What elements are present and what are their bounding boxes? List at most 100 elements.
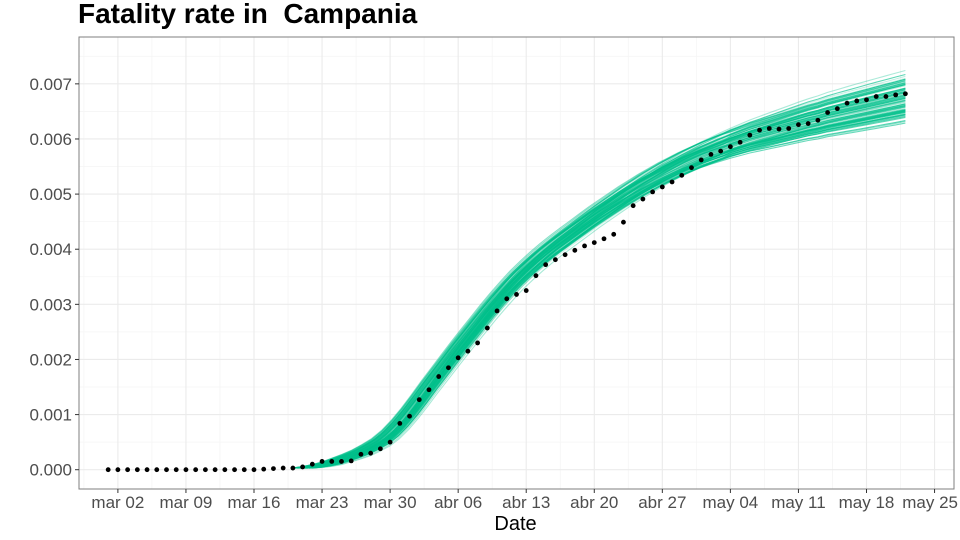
observed-point <box>202 467 208 473</box>
simulation-line <box>296 103 906 469</box>
observed-point <box>309 461 315 467</box>
observed-point <box>115 467 121 473</box>
x-tick-label: may 18 <box>839 493 895 512</box>
simulation-line <box>293 103 906 469</box>
x-tick-label: abr 20 <box>570 493 618 512</box>
simulation-line <box>306 103 906 469</box>
simulation-line <box>309 112 906 469</box>
observed-point <box>455 355 461 361</box>
observed-point <box>446 365 451 371</box>
y-tick-label: 0.004 <box>29 240 72 259</box>
simulation-line <box>307 79 906 469</box>
simulation-line <box>296 101 906 469</box>
simulation-line <box>301 91 906 469</box>
x-tick-label: may 11 <box>771 493 826 512</box>
y-tick-label: 0.001 <box>29 406 72 425</box>
simulation-line <box>300 122 906 469</box>
simulation-line <box>303 83 906 469</box>
x-axis-title: Date <box>494 513 536 535</box>
observed-point <box>134 467 140 473</box>
observed-point <box>504 296 510 302</box>
observed-point <box>280 465 286 471</box>
simulation-line <box>293 99 906 469</box>
observed-point <box>679 172 685 178</box>
observed-point <box>621 219 626 225</box>
simulation-line <box>306 99 906 469</box>
observed-point <box>514 292 519 297</box>
observed-point <box>523 288 529 293</box>
observed-point <box>815 117 821 123</box>
observed-point <box>154 467 160 473</box>
observed-point <box>377 446 383 452</box>
simulation-line <box>306 95 906 469</box>
observed-point <box>689 165 694 171</box>
observed-point <box>329 459 335 464</box>
x-tick-label: mar 16 <box>228 493 281 512</box>
simulation-line <box>303 73 906 469</box>
simulation-line <box>304 97 906 469</box>
observed-point <box>552 257 558 263</box>
observed-point <box>173 467 179 473</box>
simulation-line <box>298 94 906 469</box>
observed-point <box>465 348 471 354</box>
simulation-line <box>306 87 906 469</box>
y-tick-label: 0.006 <box>29 130 72 149</box>
observed-point <box>854 98 860 104</box>
observed-point <box>251 467 257 473</box>
observed-point <box>543 262 549 268</box>
panel-border <box>78 36 955 490</box>
observed-point <box>776 126 782 132</box>
simulation-line <box>304 99 906 469</box>
simulation-line <box>292 83 906 469</box>
observed-point <box>873 94 879 99</box>
observed-point <box>193 467 199 473</box>
observed-point <box>883 94 889 99</box>
x-tick-label: mar 09 <box>159 493 212 512</box>
observed-point <box>416 397 422 403</box>
observed-point <box>212 467 218 473</box>
y-tick-label: 0.005 <box>29 185 72 204</box>
simulation-line <box>307 75 906 469</box>
simulation-line <box>306 77 906 469</box>
observed-point <box>533 273 539 279</box>
simulation-line <box>297 101 906 469</box>
observed-point <box>805 121 811 126</box>
simulation-line <box>307 92 906 469</box>
simulation-line <box>306 82 906 469</box>
observed-point <box>591 240 597 246</box>
observed-point <box>484 325 490 331</box>
observed-point <box>407 413 412 419</box>
simulation-line <box>305 93 906 469</box>
y-tick-label: 0.003 <box>29 295 72 314</box>
simulation-line <box>293 103 906 469</box>
y-axis: 0.000 0.001 0.002 0.003 0.004 0.005 0.006 0.007 <box>29 75 79 480</box>
simulation-line <box>309 111 906 469</box>
observed-point <box>834 106 840 112</box>
observed-point <box>757 127 762 133</box>
x-tick-label: mar 23 <box>296 493 349 512</box>
observed-point <box>844 100 850 106</box>
simulation-line <box>297 90 906 469</box>
simulation-line <box>292 78 906 469</box>
observed-point <box>864 97 869 103</box>
x-tick-label: may 04 <box>703 493 759 512</box>
observed-point <box>144 467 150 473</box>
observed-point <box>368 450 374 456</box>
simulation-line <box>306 96 906 469</box>
y-tick-label: 0.000 <box>29 461 72 480</box>
observed-point <box>650 189 656 195</box>
observed-point <box>747 132 753 138</box>
simulation-line <box>305 89 906 469</box>
observed-point <box>358 451 364 457</box>
simulation-lines <box>292 69 906 469</box>
x-tick-label: abr 06 <box>434 493 482 512</box>
x-tick-label: mar 02 <box>91 493 144 512</box>
observed-point <box>572 247 578 253</box>
observed-point <box>562 252 568 258</box>
simulation-line <box>301 106 906 469</box>
observed-point <box>737 139 743 145</box>
x-tick-label: mar 30 <box>364 493 417 512</box>
observed-point <box>319 459 325 464</box>
observed-point <box>475 340 481 346</box>
